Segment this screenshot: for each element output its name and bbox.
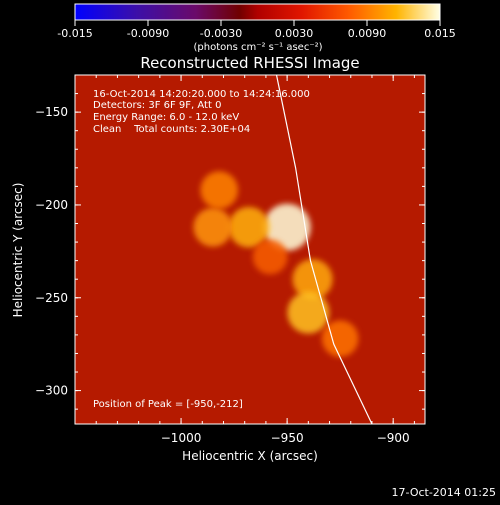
x-tick-label: −950 xyxy=(271,431,304,445)
plot-frame xyxy=(74,74,426,425)
heatmap-source xyxy=(263,203,311,251)
x-tick-label: −900 xyxy=(377,431,410,445)
y-tick-label: −300 xyxy=(35,384,68,398)
chart-title: Reconstructed RHESSI Image xyxy=(140,54,359,72)
plot-background xyxy=(75,75,425,424)
y-tick-label: −150 xyxy=(35,105,68,119)
annotation-time-range: 16-Oct-2014 14:20:20.000 to 14:24:16.000 xyxy=(93,89,310,100)
heatmap-source xyxy=(200,171,239,209)
annotation-peak-position: Position of Peak = [-950,-212] xyxy=(93,399,243,410)
colorbar-tick-label: -0.015 xyxy=(57,27,92,40)
heatmap-source xyxy=(321,320,359,357)
heatmap-source xyxy=(252,239,288,275)
colorbar-tick-label: 0.0090 xyxy=(348,27,387,40)
colorbar-unit-label: (photons cm⁻² s⁻¹ asec⁻²) xyxy=(193,42,322,53)
heatmap-source xyxy=(287,291,330,334)
annotation-energy-range: Energy Range: 6.0 - 12.0 keV xyxy=(93,112,239,123)
heatmap xyxy=(193,171,359,357)
colorbar-tick-label: 0.0030 xyxy=(275,27,314,40)
heatmap-source xyxy=(228,206,270,248)
x-axis-label: Heliocentric X (arcsec) xyxy=(182,449,318,463)
footer-timestamp: 17-Oct-2014 01:25 xyxy=(392,486,496,499)
x-tick-label: −1000 xyxy=(161,431,202,445)
heatmap-source xyxy=(193,207,233,247)
colorbar xyxy=(74,3,441,21)
heatmap-source xyxy=(292,259,333,300)
annotation-total-counts: Clean Total counts: 2.30E+04 xyxy=(93,124,250,135)
annotation-detectors: Detectors: 3F 6F 9F, Att 0 xyxy=(93,100,221,111)
y-tick-label: −200 xyxy=(35,198,68,212)
x-axis-ticks: −1000 −950 −900 xyxy=(95,75,415,445)
y-axis-ticks: −150 −200 −250 −300 xyxy=(35,93,425,410)
y-tick-label: −250 xyxy=(35,291,68,305)
colorbar-tick-label: -0.0030 xyxy=(200,27,242,40)
solar-limb-line xyxy=(275,75,373,424)
colorbar-ticks: -0.015 -0.0090 -0.0030 0.0030 0.0090 0.0… xyxy=(57,20,456,40)
colorbar-tick-label: -0.0090 xyxy=(127,27,169,40)
y-axis-label: Heliocentric Y (arcsec) xyxy=(11,183,25,318)
colorbar-tick-label: 0.015 xyxy=(424,27,456,40)
